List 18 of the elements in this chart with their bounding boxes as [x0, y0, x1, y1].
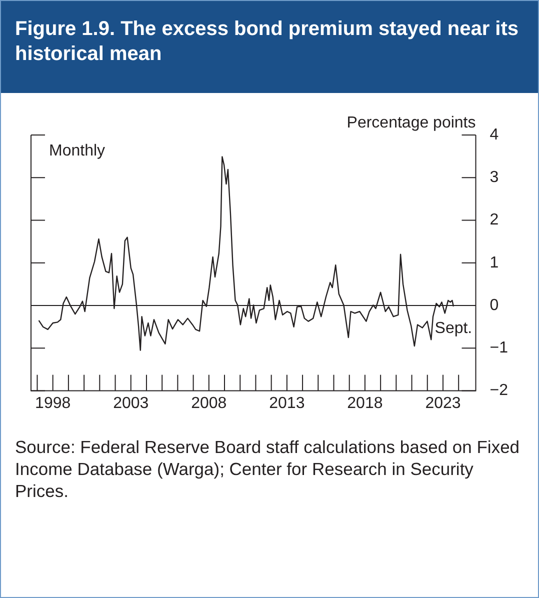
y-tick-label: −1	[490, 340, 508, 357]
annotation: Monthly	[49, 142, 106, 160]
y-tick-label: 4	[490, 126, 499, 144]
x-tick-label: 1998	[35, 394, 71, 412]
x-tick-label: 2013	[269, 394, 305, 412]
annotation: Sept.	[434, 320, 472, 337]
y-tick-label: 2	[490, 212, 499, 229]
y-tick-label: 0	[490, 296, 499, 314]
x-tick-label: 2023	[425, 394, 461, 412]
x-tick-label: 2003	[113, 394, 149, 412]
y-tick-label: 3	[490, 169, 499, 186]
y-axis-title: Percentage points	[346, 114, 476, 132]
x-tick-label: 2018	[347, 394, 383, 412]
y-tick-label: −2	[490, 382, 508, 400]
chart-title: Figure 1.9. The excess bond premium stayed near its historical mean	[1, 1, 538, 93]
y-tick-label: 1	[490, 254, 499, 272]
x-tick-label: 2008	[191, 394, 227, 412]
source-note: Source: Federal Reserve Board staff calculations based on Fixed Income Database (Warga); Center for Research in Security Prices.	[14, 436, 521, 502]
